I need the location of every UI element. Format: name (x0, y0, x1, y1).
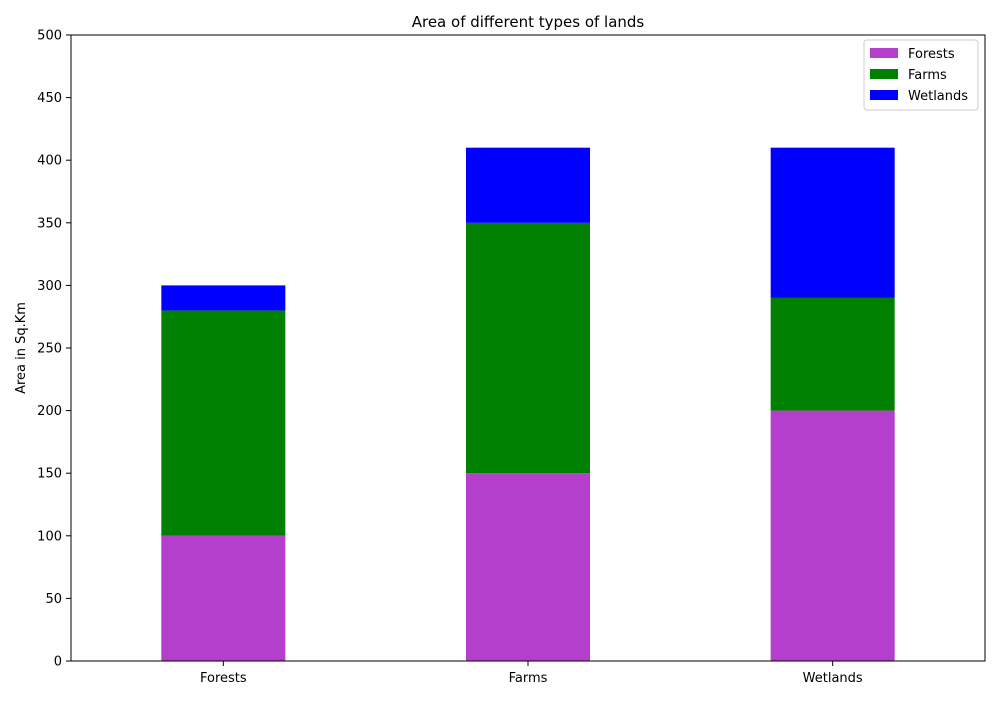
bar-forests-forests (161, 535, 286, 661)
bar-wetlands-farms (466, 147, 590, 223)
legend: Forests Farms Wetlands (863, 39, 979, 111)
x-tick-label: Forests (200, 671, 247, 686)
x-tick-label: Wetlands (803, 671, 863, 686)
axes-layer: 0 50 100 150 200 250 300 350 400 450 500 Forests Far… (37, 29, 986, 686)
y-tick-label: 150 (37, 467, 62, 482)
y-tick-label: 350 (37, 216, 62, 231)
bars-layer (161, 147, 895, 661)
legend-label-forests: Forests (908, 47, 955, 62)
bar-forests-wetlands (770, 410, 895, 661)
bar-farms-forests (161, 310, 286, 536)
y-tick-label: 200 (37, 404, 62, 419)
y-axis-label: Area in Sq.Km (14, 302, 29, 394)
bar-farms-wetlands (770, 297, 895, 411)
y-tick-label: 0 (54, 655, 62, 670)
bar-forests-farms (466, 473, 590, 661)
legend-label-wetlands: Wetlands (908, 89, 968, 104)
legend-swatch-forests (870, 48, 898, 58)
y-tick-label: 300 (37, 279, 62, 294)
x-tick-label: Farms (509, 671, 548, 686)
y-tick-label: 50 (45, 592, 62, 607)
y-tick-label: 450 (37, 91, 62, 106)
legend-label-farms: Farms (908, 68, 947, 83)
legend-swatch-farms (870, 69, 898, 79)
y-tick-label: 100 (37, 529, 62, 544)
y-tick-label: 500 (37, 29, 62, 44)
bar-wetlands-forests (161, 285, 286, 311)
y-tick-label: 400 (37, 154, 62, 169)
y-tick-label: 250 (37, 342, 62, 357)
chart-title: Area of different types of lands (412, 13, 645, 31)
bar-farms-farms (466, 222, 590, 474)
legend-swatch-wetlands (870, 90, 898, 100)
bar-wetlands-wetlands (770, 147, 895, 298)
